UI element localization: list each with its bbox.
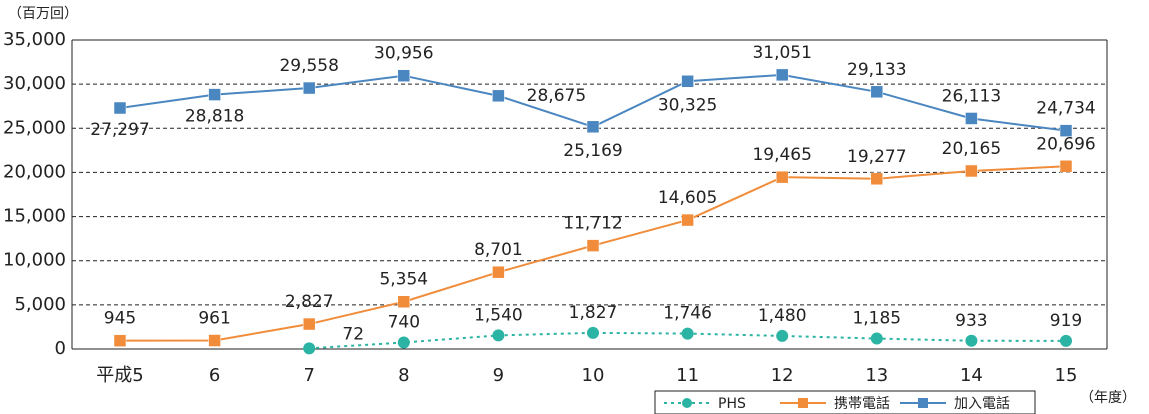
data-label: 2,827 bbox=[285, 292, 334, 312]
data-label: 29,558 bbox=[279, 56, 338, 76]
x-tick-label: 12 bbox=[771, 365, 794, 386]
x-tick-label: 6 bbox=[209, 365, 220, 386]
y-tick-label: 10,000 bbox=[3, 250, 66, 271]
data-label: 29,133 bbox=[847, 60, 906, 80]
point bbox=[208, 334, 221, 347]
data-label: 31,051 bbox=[752, 43, 811, 63]
point bbox=[775, 68, 789, 82]
data-label: 26,113 bbox=[942, 86, 1001, 106]
data-label: 1,827 bbox=[569, 303, 618, 323]
point bbox=[397, 295, 411, 308]
point bbox=[586, 120, 600, 134]
point bbox=[586, 239, 600, 252]
y-tick-label: 5,000 bbox=[14, 294, 66, 315]
point bbox=[681, 75, 694, 88]
data-label: 933 bbox=[955, 311, 987, 331]
point bbox=[113, 101, 127, 115]
y-tick-label: 0 bbox=[55, 338, 66, 359]
data-label: 30,325 bbox=[658, 95, 717, 115]
data-label: 28,818 bbox=[185, 107, 244, 127]
point bbox=[302, 81, 316, 95]
point bbox=[870, 85, 884, 99]
point bbox=[492, 89, 505, 103]
y-tick-label: 25,000 bbox=[3, 117, 66, 138]
point bbox=[776, 329, 789, 342]
data-label: 11,712 bbox=[563, 214, 622, 234]
point bbox=[397, 69, 411, 82]
legend-box bbox=[654, 390, 1036, 414]
data-label: 1,746 bbox=[663, 304, 712, 324]
data-label: 30,956 bbox=[374, 44, 433, 64]
data-label: 19,277 bbox=[847, 147, 906, 167]
y-tick-label: 30,000 bbox=[3, 73, 66, 94]
x-axis-label: （年度） bbox=[1080, 390, 1136, 406]
point bbox=[965, 112, 978, 125]
data-label: 1,540 bbox=[474, 305, 523, 325]
data-label: 919 bbox=[1050, 311, 1082, 331]
point bbox=[397, 336, 410, 349]
point bbox=[870, 172, 884, 186]
data-label: 28,675 bbox=[527, 86, 586, 106]
data-label: 8,701 bbox=[474, 240, 523, 260]
x-tick-label: 10 bbox=[582, 365, 605, 386]
point bbox=[492, 265, 505, 279]
data-label: 72 bbox=[342, 324, 364, 344]
point bbox=[965, 334, 978, 347]
data-label: 20,696 bbox=[1036, 134, 1095, 154]
point bbox=[492, 329, 505, 342]
legend-marker bbox=[682, 398, 692, 408]
point bbox=[1060, 334, 1072, 347]
data-label: 24,734 bbox=[1036, 99, 1095, 119]
point bbox=[1059, 124, 1073, 137]
data-label: 740 bbox=[388, 312, 420, 332]
point bbox=[681, 213, 694, 227]
y-tick-label: 15,000 bbox=[3, 206, 66, 227]
legend-label: 加入電話 bbox=[954, 395, 1010, 412]
point bbox=[113, 334, 127, 347]
data-label: 5,354 bbox=[379, 270, 428, 290]
point bbox=[303, 342, 316, 355]
point bbox=[775, 170, 789, 184]
point bbox=[208, 88, 221, 101]
data-label: 1,185 bbox=[852, 309, 901, 329]
point bbox=[302, 317, 316, 331]
data-label: 14,605 bbox=[658, 188, 717, 208]
x-tick-label: 平成5 bbox=[96, 365, 143, 386]
legend-label: 携帯電話 bbox=[834, 395, 890, 412]
data-label: 961 bbox=[198, 309, 230, 329]
point bbox=[965, 164, 978, 178]
data-label: 945 bbox=[104, 309, 136, 329]
y-tick-label: 35,000 bbox=[3, 29, 66, 50]
point bbox=[870, 332, 883, 345]
legend-marker bbox=[918, 398, 928, 408]
x-tick-label: 15 bbox=[1055, 365, 1078, 386]
data-label: 20,165 bbox=[942, 139, 1001, 159]
x-tick-label: 7 bbox=[303, 365, 314, 386]
legend-marker bbox=[798, 398, 808, 408]
point bbox=[1059, 160, 1073, 173]
x-tick-label: 9 bbox=[493, 365, 504, 386]
data-label: 1,480 bbox=[758, 306, 807, 326]
data-label: 25,169 bbox=[563, 141, 622, 161]
x-tick-label: 14 bbox=[960, 365, 983, 386]
data-label: 27,297 bbox=[90, 120, 149, 140]
x-tick-label: 13 bbox=[865, 365, 888, 386]
x-tick-label: 11 bbox=[676, 365, 699, 386]
legend-label: PHS bbox=[718, 396, 746, 412]
y-unit: （百万回） bbox=[8, 6, 78, 22]
point bbox=[681, 327, 694, 340]
point bbox=[587, 326, 599, 339]
data-label: 19,465 bbox=[752, 145, 811, 165]
x-tick-label: 8 bbox=[398, 365, 409, 386]
y-tick-label: 20,000 bbox=[3, 161, 66, 182]
